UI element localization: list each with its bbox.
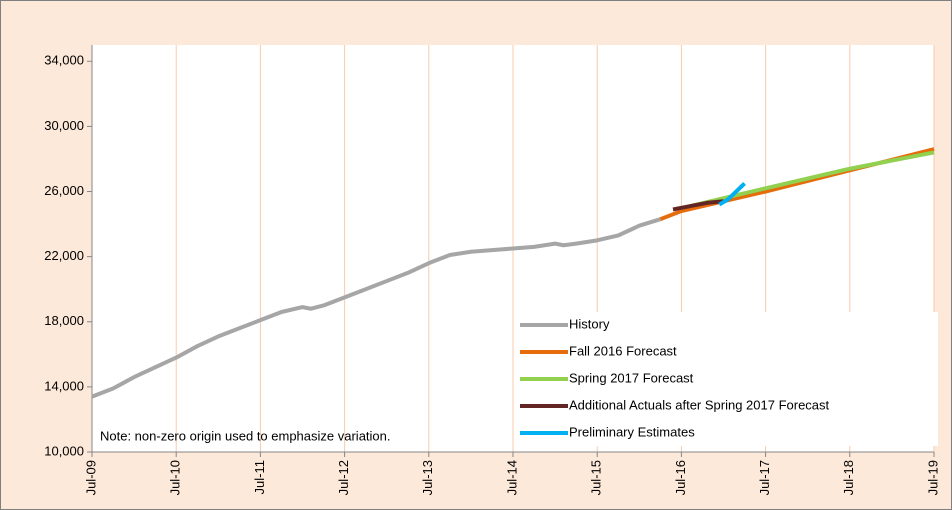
y-tick-label: 10,000 [44,443,84,458]
x-tick-label: Jul-19 [925,460,940,495]
x-tick-label: Jul-14 [504,460,519,495]
legend-label: Additional Actuals after Spring 2017 For… [569,397,830,412]
x-tick-label: Jul-12 [336,460,351,495]
series-line [672,199,724,212]
x-tick-label: Jul-09 [83,460,98,495]
x-tick-label: Jul-16 [673,460,688,495]
legend-label: History [569,316,610,331]
legend-box [518,312,938,446]
y-tick-label: 30,000 [44,118,84,133]
x-tick-label: Jul-10 [168,460,183,495]
x-tick-label: Jul-13 [420,460,435,495]
y-tick-label: 34,000 [44,53,84,68]
y-tick-label: 18,000 [44,313,84,328]
series-line [91,217,661,399]
x-tick-label: Jul-18 [841,460,856,495]
series-line [718,181,746,207]
x-tick-label: Jul-11 [252,460,267,494]
x-tick-label: Jul-17 [757,460,772,495]
annotation: Note: non-zero origin used to emphasize … [100,428,391,443]
legend-label: Fall 2016 Forecast [569,343,677,358]
y-tick-label: 26,000 [44,183,84,198]
legend-label: Spring 2017 Forecast [569,370,694,385]
y-tick-label: 14,000 [44,378,84,393]
y-tick-label: 22,000 [44,248,84,263]
x-tick-label: Jul-15 [589,460,604,495]
legend-label: Preliminary Estimates [569,424,695,439]
